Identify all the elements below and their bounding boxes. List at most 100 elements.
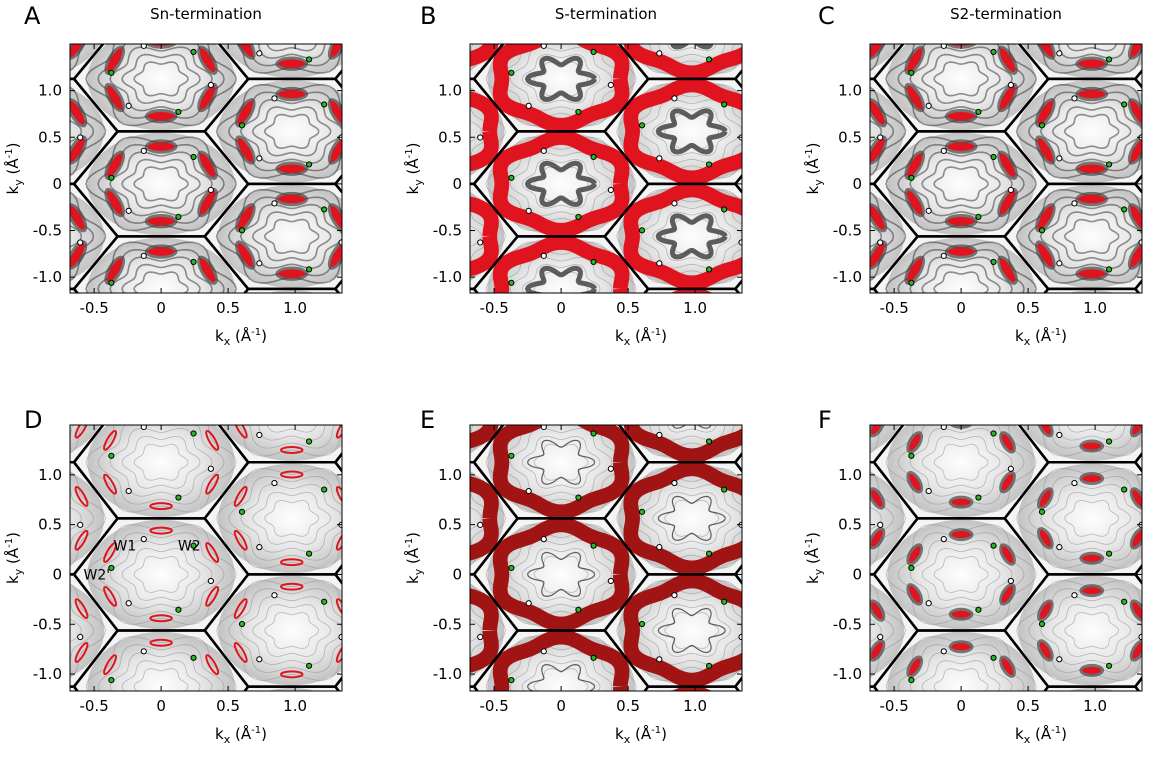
fermi-pocket xyxy=(907,190,923,215)
y-axis-label: ky (Å-1) xyxy=(403,143,425,195)
fermi-pocket xyxy=(869,376,884,396)
weyl-point-green xyxy=(1105,161,1113,168)
y-tick-label: -1.0 xyxy=(433,268,462,286)
weyl-point-green xyxy=(590,542,597,549)
fermi-pocket xyxy=(867,0,888,21)
weyl-point-green xyxy=(590,258,597,266)
fermi-pocket xyxy=(70,243,85,267)
heatmap-body xyxy=(470,33,883,336)
weyl-point-black xyxy=(525,487,532,495)
contour-line xyxy=(870,618,882,643)
weyl-point-green xyxy=(1105,438,1113,445)
contour-line xyxy=(885,136,1037,232)
contour-line xyxy=(97,143,225,224)
x-tick-label: -0.5 xyxy=(479,299,508,317)
contour-line xyxy=(1041,310,1143,373)
contour-line xyxy=(0,709,81,761)
pocket-shadow xyxy=(770,200,799,236)
weyl-point-black xyxy=(671,95,678,102)
contour-line xyxy=(779,310,881,373)
y-tick-label: 1.0 xyxy=(38,82,62,100)
contour-line xyxy=(921,263,1001,293)
weyl-point-black xyxy=(925,207,932,214)
contour-line xyxy=(85,524,237,625)
pocket-shadow xyxy=(862,342,891,378)
weyl-point-black xyxy=(1007,186,1014,194)
fermi-pocket xyxy=(70,100,85,125)
weyl-point-black xyxy=(540,252,547,259)
weyl-point-black xyxy=(140,648,147,655)
contour-line xyxy=(215,83,342,179)
weyl-point-black xyxy=(256,155,263,162)
fermi-ring xyxy=(761,243,883,336)
fermi-pocket xyxy=(1035,346,1056,373)
x-tick-label: 0.5 xyxy=(216,299,240,317)
y-tick-label: -1.0 xyxy=(833,665,862,683)
pocket-shadow xyxy=(406,244,439,258)
pocket-shadow xyxy=(406,319,439,333)
weyl-point-black xyxy=(207,186,214,194)
fermi-pocket xyxy=(821,587,840,594)
fermi-pocket xyxy=(776,601,791,621)
weyl-point-green xyxy=(908,69,915,76)
brillouin-zone-edge xyxy=(333,451,342,473)
contour-line xyxy=(133,668,189,691)
fermi-pocket xyxy=(107,258,123,283)
weyl-point-black xyxy=(925,600,932,607)
panel-letter: E xyxy=(420,406,435,434)
fermi-pocket xyxy=(871,602,883,619)
zone-haze xyxy=(1067,290,1117,293)
contour-line xyxy=(533,443,589,481)
weyl-point-green xyxy=(175,213,182,221)
pocket-shadow xyxy=(1031,342,1060,378)
weyl-point-green xyxy=(508,174,515,181)
x-tick-label: 1.0 xyxy=(1083,697,1107,715)
weyl-point-green xyxy=(175,108,182,116)
contour-line xyxy=(885,524,1037,625)
weyl-point-green xyxy=(908,174,915,181)
weyl-point-green xyxy=(190,542,197,549)
pocket-shadow xyxy=(1034,749,1058,761)
contour-line xyxy=(239,98,342,164)
weyl-point-green xyxy=(705,550,713,557)
contour-line xyxy=(1039,203,1142,269)
contour-line xyxy=(392,717,470,761)
fermi-pocket xyxy=(233,598,248,620)
contour-line xyxy=(248,44,336,67)
contour-line xyxy=(1066,425,1117,433)
fermi-pocket xyxy=(366,294,387,321)
fermi-pocket xyxy=(74,486,89,507)
weyl-point-black xyxy=(77,134,84,141)
zone-haze xyxy=(267,290,317,293)
fermi-ring xyxy=(761,33,883,126)
x-tick-label: 0.5 xyxy=(1016,697,1040,715)
pocket-shadow xyxy=(145,319,178,333)
weyl-point-black xyxy=(477,134,484,141)
fermi-pocket xyxy=(1128,346,1149,373)
y-tick-label: -0.5 xyxy=(833,615,862,633)
plot-frame xyxy=(469,424,743,692)
weyl-point-black xyxy=(525,207,532,214)
fermi-pocket xyxy=(197,294,218,321)
weyl-point-green xyxy=(908,677,915,684)
contour-line xyxy=(359,40,485,118)
x-tick-label: 0.5 xyxy=(616,697,640,715)
fermi-pocket xyxy=(870,205,885,230)
contour-line xyxy=(85,636,237,691)
fermi-pocket xyxy=(237,205,253,230)
fermi-pocket xyxy=(363,473,379,495)
contour-line xyxy=(257,44,326,59)
fermi-pocket xyxy=(821,555,840,562)
contour-line xyxy=(266,425,317,433)
contour-line xyxy=(485,636,637,691)
brillouin-zone-edge xyxy=(1133,173,1142,194)
fermi-pocket xyxy=(335,642,342,663)
fermi-pocket xyxy=(909,546,921,563)
weyl-point-green xyxy=(575,213,582,221)
contour-line xyxy=(885,425,1037,513)
weyl-point-black xyxy=(540,147,547,154)
fermi-pocket xyxy=(1078,194,1106,204)
contour-line xyxy=(266,44,318,52)
fermi-pocket xyxy=(947,247,975,256)
pocket-shadow xyxy=(1075,371,1108,385)
